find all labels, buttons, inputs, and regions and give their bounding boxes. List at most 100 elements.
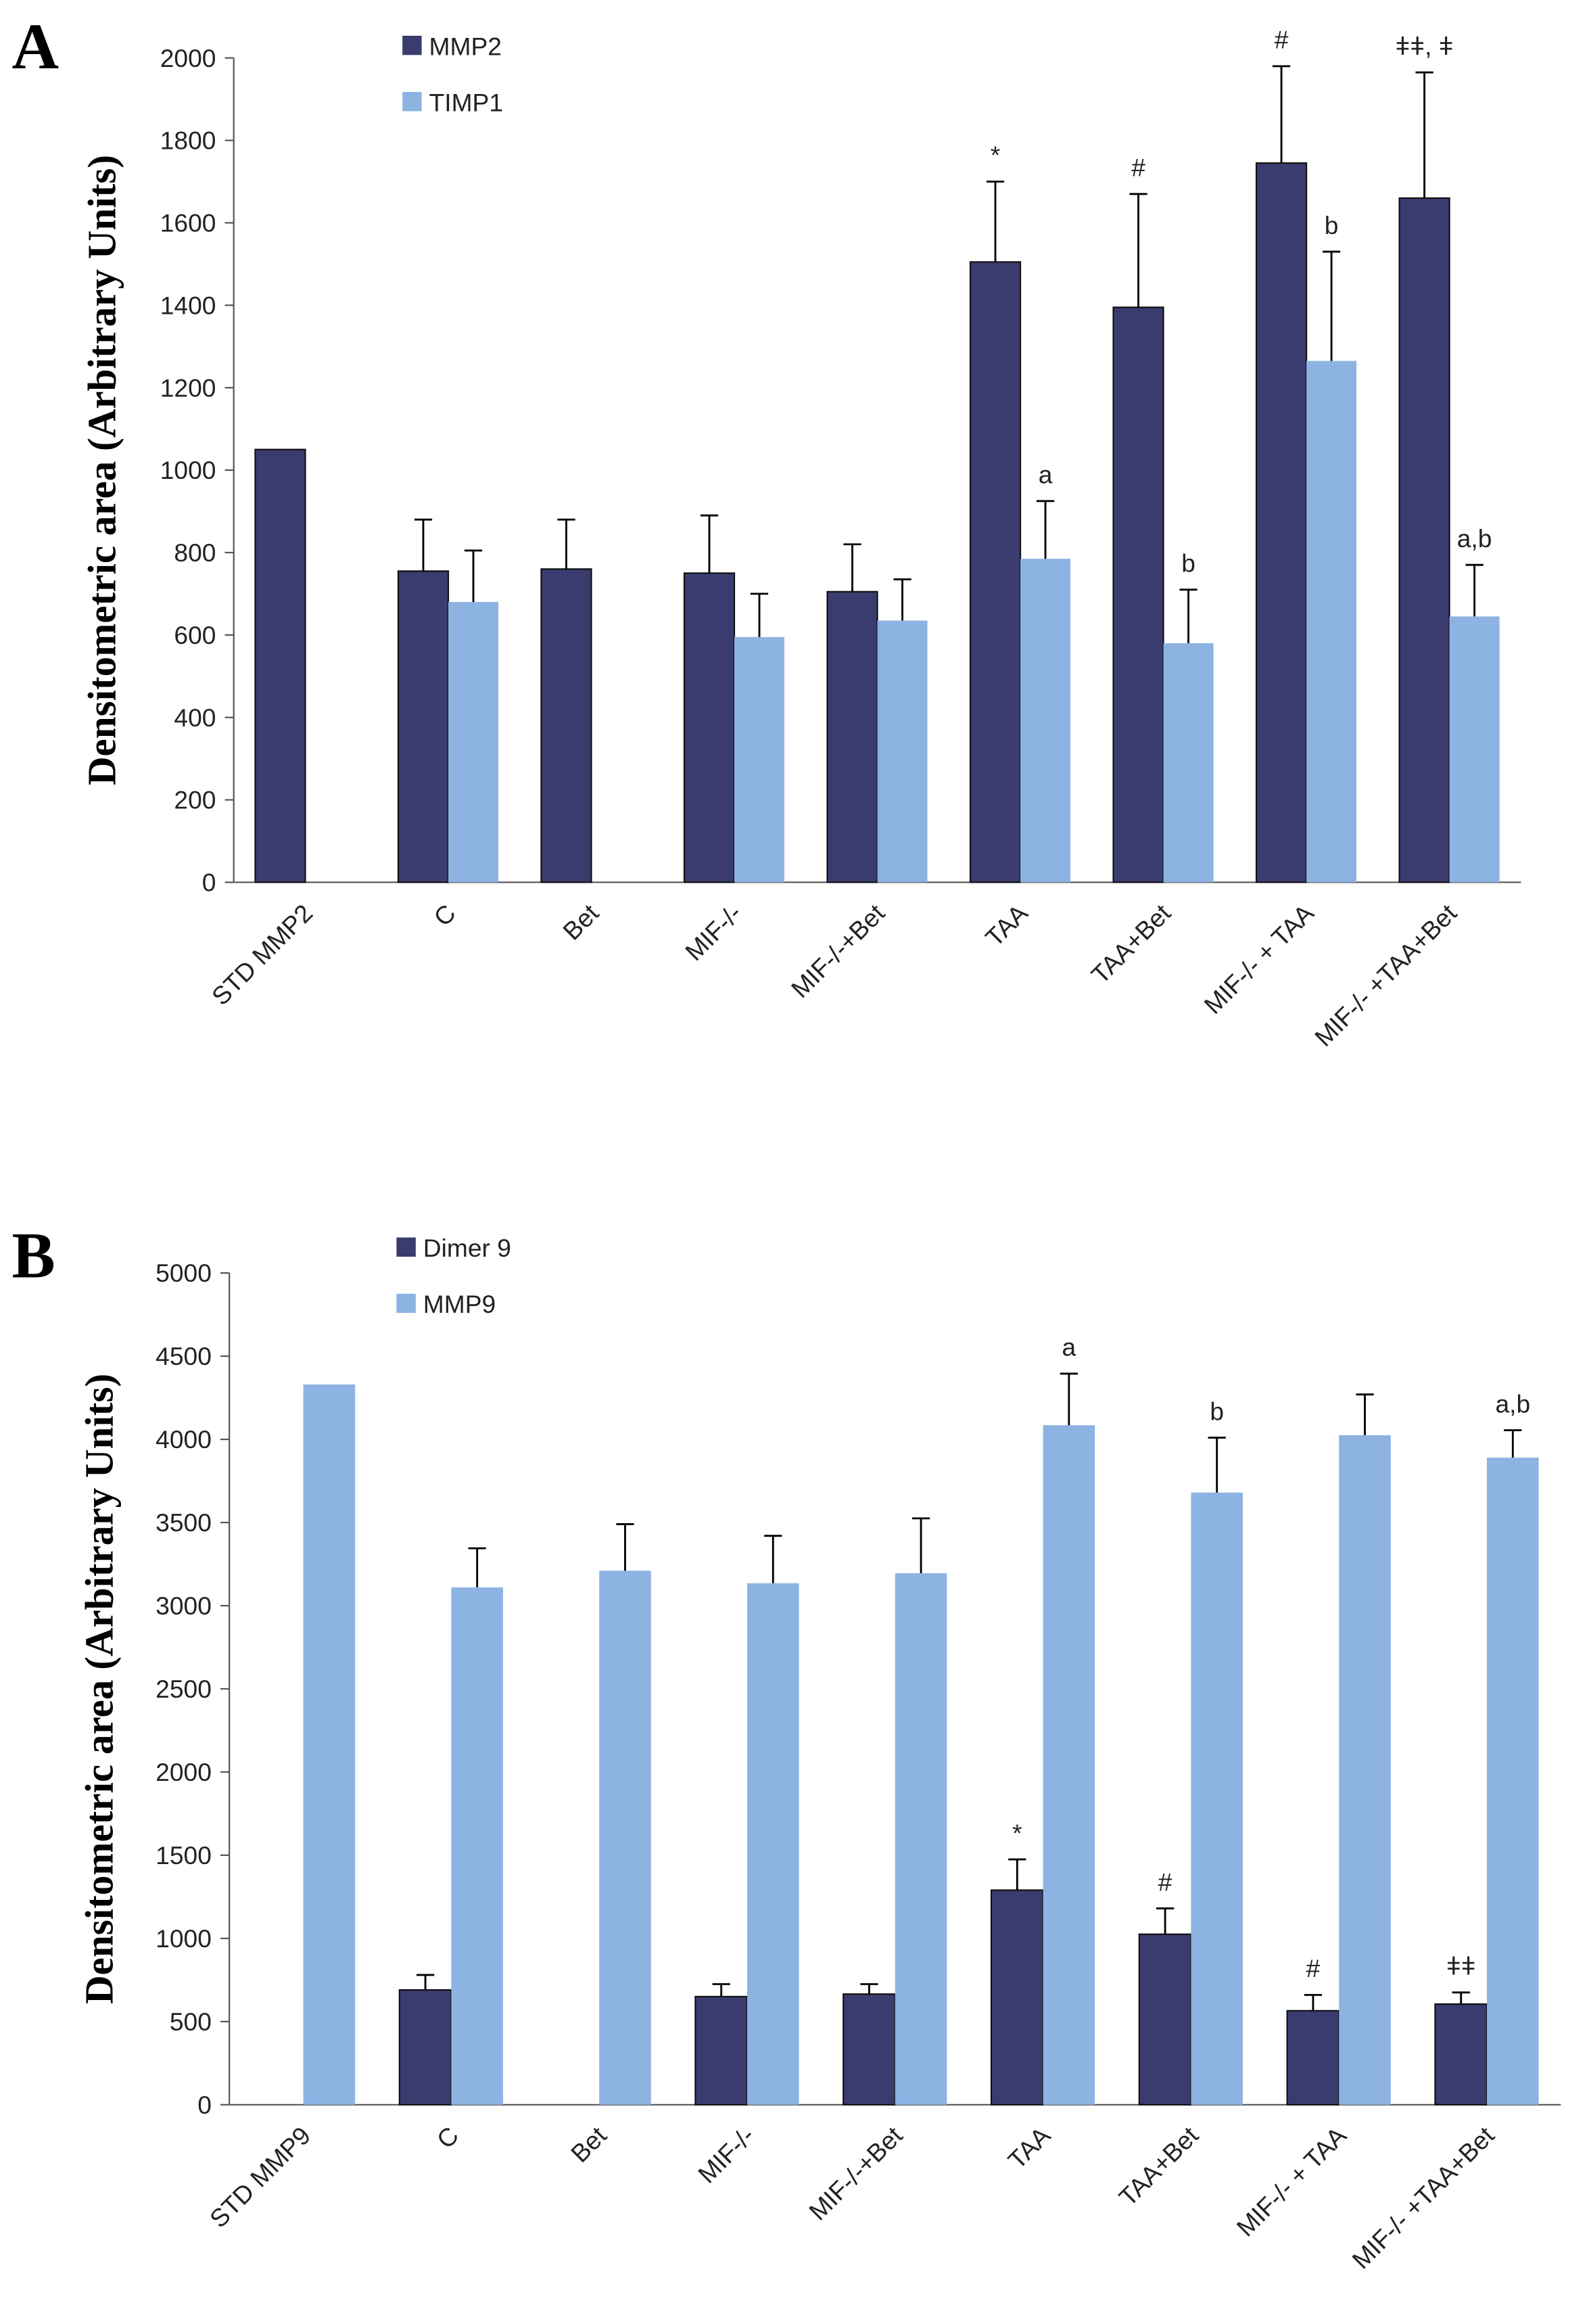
legend-label: MMP9 (423, 1290, 496, 1318)
y-tick-label: 1500 (156, 1841, 212, 1869)
legend-swatch (402, 92, 422, 112)
annotation: # (1131, 154, 1145, 182)
annotation: ǂǂ (1446, 1952, 1475, 1980)
bar (843, 1993, 896, 2106)
bar (1434, 2003, 1488, 2106)
y-tick-label: 1200 (160, 373, 216, 402)
legend-label: Dimer 9 (423, 1234, 511, 1262)
bar (1255, 162, 1308, 883)
y-tick-label: 400 (174, 703, 216, 732)
y-tick-label: 1600 (160, 209, 216, 237)
bar (540, 568, 592, 883)
error-bar (843, 543, 861, 592)
panel-label: B (12, 1219, 55, 1292)
annotation: a,b (1495, 1389, 1530, 1418)
y-tick-label: 1000 (160, 456, 216, 484)
error-bar (1208, 1437, 1226, 1493)
error-bar (616, 1523, 634, 1571)
error-bar (1156, 1907, 1175, 1934)
error-bar (712, 1983, 730, 1997)
error-bar (1504, 1429, 1522, 1458)
y-tick-label: 2000 (160, 44, 216, 72)
bar (1398, 197, 1450, 883)
error-bar (764, 1535, 782, 1583)
error-bar (1272, 65, 1291, 164)
annotation: a (1062, 1333, 1076, 1362)
x-tick-label: STD MMP2 (206, 899, 318, 1011)
x-tick-label: MIF-/- + TAA (1198, 898, 1319, 1019)
bar (746, 1583, 799, 2105)
error-bar (750, 592, 769, 637)
x-tick-label: MIF-/-+Bet (786, 898, 891, 1003)
bar (1339, 1435, 1391, 2105)
bar (826, 590, 878, 883)
x-tick-label: C (431, 2121, 464, 2154)
annotation: b (1210, 1397, 1224, 1425)
bar (877, 620, 928, 883)
bar (1191, 1492, 1243, 2105)
x-tick-label: MIF-/- +TAA+Bet (1346, 2120, 1500, 2274)
bar (1487, 1458, 1539, 2105)
y-tick-label: 600 (174, 621, 216, 649)
error-bar (1304, 1994, 1323, 2011)
x-tick-label: MIF-/-+Bet (803, 2120, 908, 2225)
bar (303, 1384, 356, 2105)
legend-label: MMP2 (429, 32, 502, 60)
annotation: # (1306, 1954, 1321, 1982)
error-bar (860, 1983, 878, 1995)
error-bar (1452, 1991, 1470, 2005)
error-bar (1036, 500, 1055, 559)
x-tick-label: TAA+Bet (1086, 898, 1177, 989)
y-tick-label: 0 (202, 868, 216, 897)
x-tick-label: MIF-/- +TAA+Bet (1309, 898, 1463, 1052)
x-tick-label: STD MMP9 (204, 2121, 316, 2233)
bar (683, 572, 736, 883)
y-tick-label: 1000 (156, 1924, 212, 1953)
y-tick-label: 1800 (160, 126, 216, 155)
y-tick-label: 200 (174, 786, 216, 814)
error-bar (986, 181, 1005, 262)
legend-swatch (402, 35, 422, 55)
bar (1286, 2009, 1340, 2106)
error-bar (1415, 71, 1433, 198)
y-tick-label: 3000 (156, 1591, 212, 1620)
error-bar (464, 549, 483, 603)
annotation: a,b (1457, 524, 1492, 553)
error-bar (1008, 1858, 1026, 1890)
x-tick-label: TAA (1002, 2121, 1056, 2175)
legend-label: TIMP1 (429, 88, 504, 116)
bar (1306, 361, 1357, 883)
error-bar (414, 518, 433, 572)
x-tick-label: MIF-/- (680, 899, 747, 967)
bar (254, 448, 306, 883)
y-axis-label: Densitometric area (Arbitrary Units) (80, 155, 124, 785)
annotation: * (991, 141, 1000, 169)
y-tick-label: 0 (197, 2091, 212, 2119)
bar (1043, 1425, 1095, 2105)
y-tick-label: 2500 (156, 1675, 212, 1703)
x-tick-label: TAA (980, 898, 1033, 952)
annotation: ǂǂ, ǂ (1396, 32, 1454, 60)
annotation: b (1325, 211, 1339, 239)
bar (1112, 306, 1164, 883)
bar (990, 1889, 1044, 2106)
bar (448, 602, 499, 883)
error-bar (893, 578, 911, 621)
error-bar (911, 1517, 930, 1574)
x-tick-label: Bet (565, 2120, 613, 2168)
bar (694, 1995, 749, 2106)
x-tick-label: MIF-/- (692, 2121, 760, 2189)
y-tick-label: 4000 (156, 1425, 212, 1454)
y-tick-label: 3500 (156, 1508, 212, 1537)
bar (1020, 559, 1071, 883)
bar (1138, 1933, 1192, 2106)
annotation: * (1012, 1819, 1022, 1847)
error-bar (700, 514, 719, 574)
x-tick-label: TAA+Bet (1113, 2120, 1204, 2211)
error-bar (1129, 193, 1147, 308)
y-tick-label: 1400 (160, 291, 216, 319)
panel-label: A (12, 10, 60, 83)
error-bar (1060, 1372, 1078, 1426)
